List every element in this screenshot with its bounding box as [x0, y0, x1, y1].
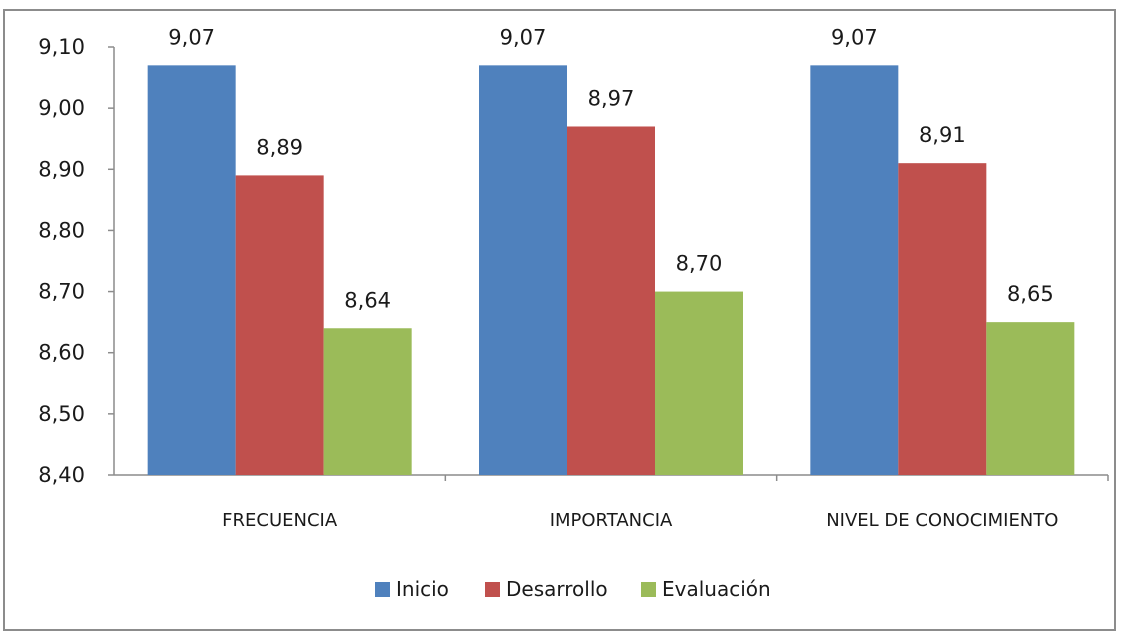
bar-inicio-1	[147, 65, 236, 475]
x-category-label: FRECUENCIA	[222, 510, 338, 531]
y-tick-label: 8,60	[38, 341, 85, 365]
data-label: 8,89	[256, 135, 303, 159]
data-label: 8,91	[919, 123, 966, 147]
data-label: 9,07	[500, 25, 547, 49]
data-label: 9,07	[168, 25, 215, 49]
data-label: 8,65	[1007, 282, 1054, 306]
bar-evaluacion-2	[655, 291, 743, 475]
legend-swatch-3	[641, 582, 656, 597]
legend-swatch-2	[485, 582, 500, 597]
data-label: 8,64	[344, 288, 391, 312]
bar-evaluacion-1	[323, 328, 412, 475]
y-tick-label: 9,00	[38, 96, 85, 120]
bar-inicio-2	[479, 65, 567, 475]
y-tick-label: 8,50	[38, 402, 85, 426]
y-tick-label: 8,40	[38, 463, 85, 487]
y-tick-label: 8,80	[38, 218, 85, 242]
bar-desarrollo-2	[567, 126, 655, 475]
y-tick-label: 8,70	[38, 280, 85, 304]
bar-evaluacion-3	[986, 322, 1075, 475]
bar-inicio-3	[810, 65, 899, 475]
data-label: 9,07	[831, 25, 878, 49]
bar-desarrollo-1	[235, 175, 324, 475]
x-category-label: IMPORTANCIA	[550, 510, 673, 531]
data-label: 8,97	[588, 86, 635, 110]
x-category-label: NIVEL DE CONOCIMIENTO	[826, 510, 1058, 531]
legend-label: Evaluación	[662, 577, 771, 601]
legend-label: Inicio	[396, 577, 449, 601]
y-tick-label: 8,90	[38, 157, 85, 181]
legend-label: Desarrollo	[506, 577, 608, 601]
legend-swatch-1	[375, 582, 390, 597]
bar-desarrollo-3	[898, 163, 987, 475]
y-tick-label: 9,10	[38, 35, 85, 59]
data-label: 8,70	[676, 252, 723, 276]
